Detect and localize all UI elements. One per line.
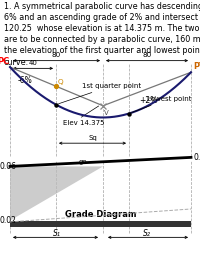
Text: 80: 80 <box>52 52 61 58</box>
Text: S₁: S₁ <box>53 229 60 238</box>
Text: +2%: +2% <box>139 96 157 105</box>
Text: 1. A symmetrical parabolic curve has descending grade of
6% and an ascending gra: 1. A symmetrical parabolic curve has des… <box>4 2 200 67</box>
Text: V: V <box>104 110 109 116</box>
Text: go: go <box>79 159 88 165</box>
Text: -6%: -6% <box>18 76 33 85</box>
Text: Elev 14.375: Elev 14.375 <box>63 120 104 126</box>
Text: Lowest point: Lowest point <box>132 96 192 112</box>
Text: 0.02: 0.02 <box>0 216 16 225</box>
Text: 80: 80 <box>142 52 152 58</box>
Text: S₂: S₂ <box>143 229 151 238</box>
Text: 1st quarter point: 1st quarter point <box>59 83 141 104</box>
Polygon shape <box>10 221 191 227</box>
Text: PT: PT <box>193 62 200 71</box>
Text: 0.06: 0.06 <box>0 162 16 171</box>
Text: 0.02: 0.02 <box>193 153 200 162</box>
Text: Grade Diagram: Grade Diagram <box>65 210 136 219</box>
Text: Sq: Sq <box>88 135 97 141</box>
Text: 40: 40 <box>29 60 37 66</box>
Text: Q: Q <box>58 79 64 85</box>
Text: PC: PC <box>0 57 9 66</box>
Polygon shape <box>10 166 103 221</box>
